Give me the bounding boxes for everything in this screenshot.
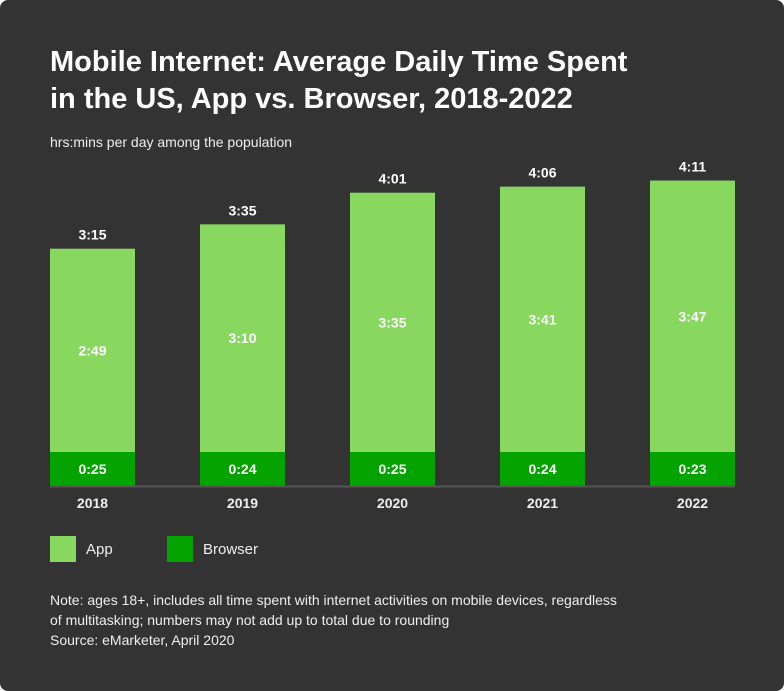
note-line-1: Note: ages 18+, includes all time spent … bbox=[50, 592, 617, 608]
note-line-2: of multitasking; numbers may not add up … bbox=[50, 612, 450, 628]
legend-swatch-browser bbox=[167, 536, 193, 562]
x-tick-2020: 2020 bbox=[377, 495, 408, 511]
x-tick-2019: 2019 bbox=[227, 495, 258, 511]
label-app-2018: 2:49 bbox=[78, 342, 106, 358]
label-total-2022: 4:11 bbox=[679, 159, 706, 175]
legend-label-app: App bbox=[86, 540, 113, 558]
chart-note: Note: ages 18+, includes all time spent … bbox=[50, 590, 750, 650]
legend-item-browser: Browser bbox=[167, 536, 258, 562]
bar-app-2022 bbox=[650, 180, 735, 452]
bar-browser-2020 bbox=[350, 452, 435, 486]
legend-swatch-app bbox=[50, 536, 76, 562]
label-browser-2018: 0:25 bbox=[78, 461, 106, 477]
legend-label-browser: Browser bbox=[203, 540, 259, 558]
bar-browser-2021 bbox=[500, 452, 585, 486]
label-browser-2021: 0:24 bbox=[528, 461, 556, 477]
label-app-2022: 3:47 bbox=[678, 308, 706, 324]
x-tick-2021: 2021 bbox=[527, 495, 558, 511]
bar-app-2018 bbox=[50, 248, 135, 452]
label-app-2020: 3:35 bbox=[378, 314, 406, 330]
label-total-2021: 4:06 bbox=[528, 165, 556, 181]
label-total-2018: 3:15 bbox=[78, 227, 106, 243]
source: Source: eMarketer, April 2020 bbox=[50, 632, 235, 648]
bar-app-2020 bbox=[350, 192, 435, 452]
label-total-2019: 3:35 bbox=[228, 202, 256, 218]
chart-subtitle: hrs:mins per day among the population bbox=[50, 134, 293, 150]
bar-browser-2018 bbox=[50, 452, 135, 486]
label-browser-2020: 0:25 bbox=[378, 461, 406, 477]
label-app-2019: 3:10 bbox=[228, 330, 256, 346]
label-browser-2022: 0:23 bbox=[678, 461, 706, 477]
chart-title: Mobile Internet: Average Daily Time Spen… bbox=[50, 44, 750, 118]
bar-browser-2022 bbox=[650, 452, 735, 486]
label-browser-2019: 0:24 bbox=[228, 461, 256, 477]
label-app-2021: 3:41 bbox=[528, 311, 556, 327]
title-line-1: Mobile Internet: Average Daily Time Spen… bbox=[50, 46, 628, 78]
bar-app-2019 bbox=[200, 224, 285, 452]
legend-item-app: App bbox=[50, 536, 113, 562]
title-line-2: in the US, App vs. Browser, 2018-2022 bbox=[50, 83, 573, 115]
x-tick-2022: 2022 bbox=[677, 495, 708, 511]
bar-browser-2019 bbox=[200, 452, 285, 486]
x-tick-2018: 2018 bbox=[77, 495, 108, 511]
label-total-2020: 4:01 bbox=[378, 171, 406, 187]
bar-app-2021 bbox=[500, 186, 585, 453]
